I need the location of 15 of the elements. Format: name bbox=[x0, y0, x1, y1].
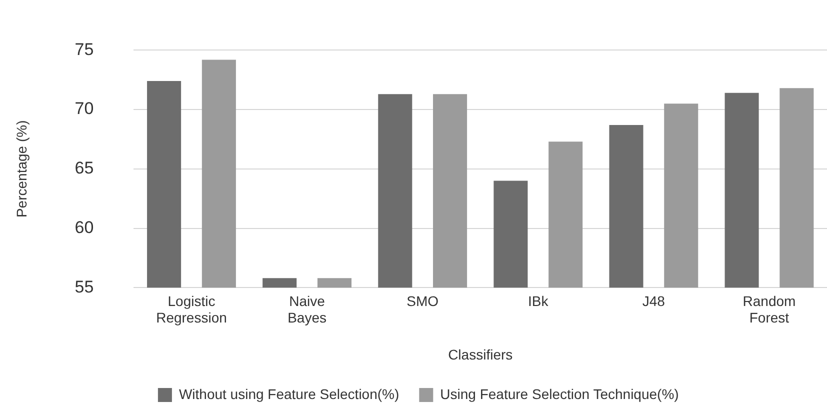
x-tick-label: J48 bbox=[642, 292, 666, 309]
x-tick-label: Random Forest bbox=[742, 292, 796, 326]
y-tick-label: 65 bbox=[74, 158, 94, 178]
y-tick-label: 55 bbox=[74, 277, 94, 296]
x-tick-label: IBk bbox=[528, 292, 550, 309]
legend-label: Without using Feature Selection(%) bbox=[178, 386, 400, 402]
x-axis-title: Classifiers bbox=[448, 346, 513, 362]
y-tick-label: 75 bbox=[74, 40, 94, 59]
y-tick-label: 60 bbox=[74, 218, 94, 237]
x-tick-label: Logistic Regression bbox=[156, 292, 227, 326]
legend-label: Using Feature Selection Technique(%) bbox=[440, 386, 679, 402]
x-tick-label: Naive Bayes bbox=[288, 292, 326, 326]
y-axis-title: Percentage (%) bbox=[13, 120, 30, 218]
y-tick-label: 70 bbox=[74, 99, 94, 118]
x-tick-label: SMO bbox=[406, 292, 439, 309]
